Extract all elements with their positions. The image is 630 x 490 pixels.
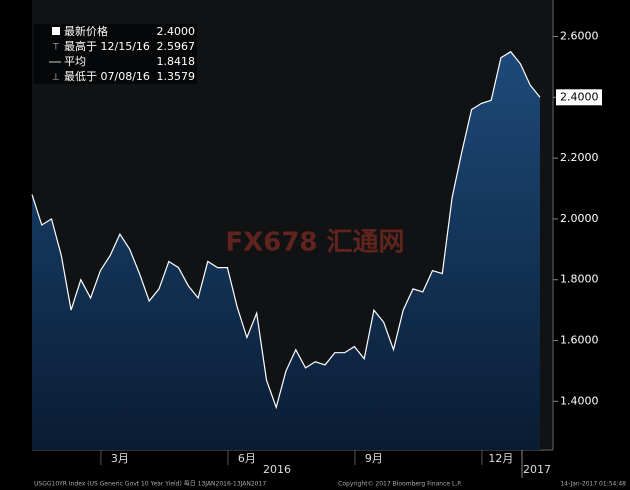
legend-value: 2.5967 — [157, 40, 196, 53]
y-tick-label: 1.4000 — [560, 394, 599, 407]
legend-value: 1.3579 — [157, 70, 196, 83]
watermark: FX678 汇通网 — [225, 228, 404, 258]
legend-swatch — [52, 27, 60, 35]
area — [32, 51, 540, 450]
footer-text: USGG10YR Index (US Generic Govt 10 Year … — [34, 480, 266, 488]
line — [31, 50, 541, 410]
legend-icon: ⊥ — [52, 73, 60, 83]
legend-value: 1.8418 — [157, 55, 196, 68]
x-tick-label: 3月 — [111, 452, 129, 465]
y-tick-label: 2.2000 — [560, 151, 599, 164]
x-tick-label: 9月 — [365, 452, 383, 465]
footer-text: 14-Jan-2017 01:54:48 — [560, 481, 626, 488]
year-label: 2017 — [523, 463, 551, 476]
x-tick-label: 6月 — [238, 452, 256, 465]
current-value-box — [556, 89, 602, 106]
y-tick-label: 1.6000 — [560, 334, 599, 347]
x-tick-label: 12月 — [488, 452, 513, 465]
y-tick-label: 2.4000 — [560, 90, 599, 103]
legend-label: 平均 — [64, 55, 86, 68]
legend-icon: ⊤ — [52, 43, 60, 53]
legend-box — [34, 24, 197, 84]
year-label: 2016 — [263, 463, 291, 476]
footer-text: Copyright© 2017 Bloomberg Finance L.P. — [338, 481, 462, 488]
legend-value: 2.4000 — [157, 25, 196, 38]
y-tick-label: 2.0000 — [560, 212, 599, 225]
legend-label: 最低于 07/08/16 — [64, 70, 150, 83]
legend-label: 最新价格 — [64, 24, 108, 38]
legend-label: 最高于 12/15/16 — [64, 39, 150, 53]
legend: 最新价格 2.4000 ⊤ 最高于 12/15/16 2.5967 平均 1.8… — [34, 24, 197, 84]
y-tick-label: 1.8000 — [560, 273, 599, 286]
y-tick-label: 2.6000 — [560, 29, 599, 42]
